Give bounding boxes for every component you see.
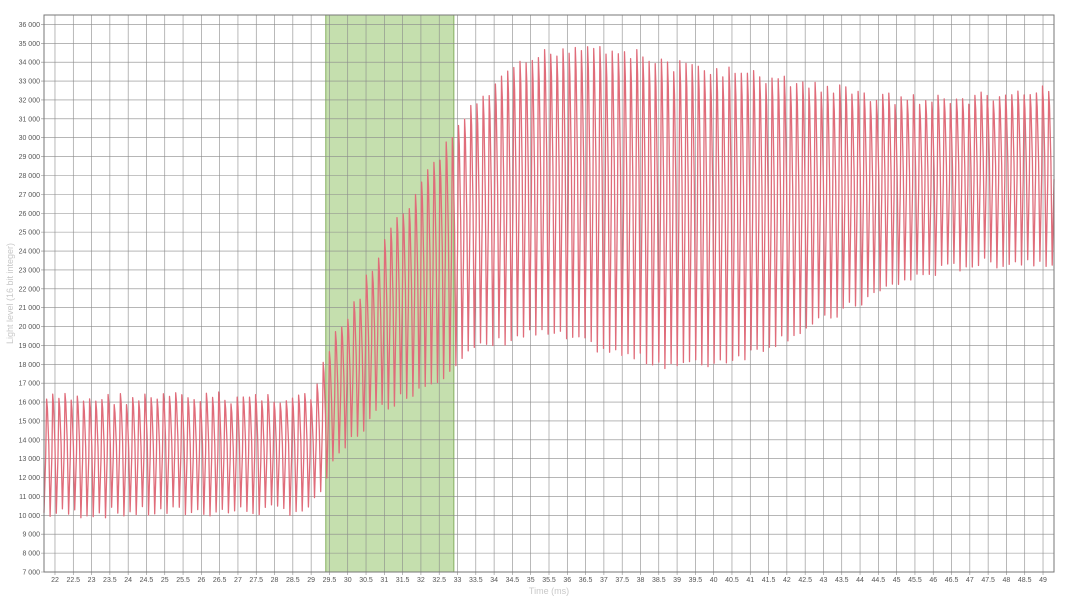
x-tick-label: 35 xyxy=(527,577,535,584)
x-tick-label: 39 xyxy=(673,577,681,584)
x-tick-label: 47 xyxy=(966,577,974,584)
y-tick-label: 28 000 xyxy=(19,173,41,180)
x-tick-label: 33 xyxy=(454,577,462,584)
x-tick-label: 49 xyxy=(1039,577,1047,584)
series-line xyxy=(43,45,1055,519)
x-tick-label: 22.5 xyxy=(66,577,80,584)
x-tick-label: 28 xyxy=(271,577,279,584)
x-tick-label: 36 xyxy=(563,577,571,584)
y-tick-label: 27 000 xyxy=(19,192,41,199)
y-tick-label: 15 000 xyxy=(19,418,41,425)
x-tick-label: 45.5 xyxy=(908,577,922,584)
x-tick-label: 47.5 xyxy=(981,577,995,584)
y-tick-label: 22 000 xyxy=(19,286,41,293)
y-tick-label: 25 000 xyxy=(19,230,41,237)
x-tick-label: 35.5 xyxy=(542,577,556,584)
x-tick-label: 30.5 xyxy=(359,577,373,584)
y-tick-label: 7 000 xyxy=(22,570,40,577)
y-tick-label: 16 000 xyxy=(19,400,41,407)
x-tick-label: 43 xyxy=(820,577,828,584)
x-tick-label: 30 xyxy=(344,577,352,584)
x-tick-label: 31 xyxy=(380,577,388,584)
x-tick-label: 29 xyxy=(307,577,315,584)
x-tick-label: 44 xyxy=(856,577,864,584)
x-tick-labels: 22 22.5 23 23.5 24 24.5 25 25.5 26 26.5 27 27.5 28 28… xyxy=(51,577,1047,584)
y-tick-label: 31 000 xyxy=(19,116,41,123)
y-tick-label: 33 000 xyxy=(19,79,41,86)
x-tick-label: 24.5 xyxy=(140,577,154,584)
y-tick-label: 30 000 xyxy=(19,135,41,142)
y-tick-label: 35 000 xyxy=(19,41,41,48)
y-tick-label: 29 000 xyxy=(19,154,41,161)
y-tick-label: 32 000 xyxy=(19,97,41,104)
x-tick-label: 46.5 xyxy=(945,577,959,584)
y-tick-label: 14 000 xyxy=(19,437,41,444)
y-tick-label: 18 000 xyxy=(19,362,41,369)
x-tick-label: 45 xyxy=(893,577,901,584)
y-tick-label: 23 000 xyxy=(19,267,41,274)
x-tick-label: 23.5 xyxy=(103,577,117,584)
x-tick-label: 33.5 xyxy=(469,577,483,584)
x-tick-label: 37 xyxy=(600,577,608,584)
x-tick-label: 42 xyxy=(783,577,791,584)
x-tick-label: 36.5 xyxy=(579,577,593,584)
y-tick-label: 13 000 xyxy=(19,456,41,463)
y-tick-label: 21 000 xyxy=(19,305,41,312)
x-tick-label: 27.5 xyxy=(249,577,263,584)
y-tick-label: 19 000 xyxy=(19,343,41,350)
x-tick-label: 25.5 xyxy=(176,577,190,584)
x-tick-label: 41.5 xyxy=(762,577,776,584)
y-tick-label: 20 000 xyxy=(19,324,41,331)
x-tick-label: 40 xyxy=(710,577,718,584)
x-tick-label: 37.5 xyxy=(615,577,629,584)
y-tick-label: 26 000 xyxy=(19,211,41,218)
x-tick-label: 32.5 xyxy=(432,577,446,584)
x-tick-label: 26 xyxy=(197,577,205,584)
x-tick-label: 46 xyxy=(929,577,937,584)
x-tick-label: 22 xyxy=(51,577,59,584)
x-tick-label: 44.5 xyxy=(872,577,886,584)
y-tick-label: 8 000 xyxy=(22,551,40,558)
y-tick-label: 10 000 xyxy=(19,513,41,520)
x-tick-label: 41 xyxy=(746,577,754,584)
x-tick-label: 32 xyxy=(417,577,425,584)
x-axis-title: Time (ms) xyxy=(529,586,569,596)
y-tick-label: 12 000 xyxy=(19,475,41,482)
x-tick-label: 27 xyxy=(234,577,242,584)
x-tick-label: 43.5 xyxy=(835,577,849,584)
x-tick-label: 39.5 xyxy=(689,577,703,584)
x-tick-label: 34.5 xyxy=(506,577,520,584)
y-tick-label: 34 000 xyxy=(19,60,41,67)
x-tick-label: 34 xyxy=(490,577,498,584)
x-tick-label: 38 xyxy=(637,577,645,584)
x-tick-label: 48.5 xyxy=(1018,577,1032,584)
y-tick-label: 9 000 xyxy=(22,532,40,539)
y-axis-title: Light level (16 bit integer) xyxy=(5,243,15,344)
x-tick-label: 25 xyxy=(161,577,169,584)
x-tick-label: 24 xyxy=(124,577,132,584)
y-tick-label: 17 000 xyxy=(19,381,41,388)
y-tick-labels: 7 000 8 000 9 000 10 000 11 000 12 000 13 000 1… xyxy=(19,22,41,577)
x-tick-label: 42.5 xyxy=(798,577,812,584)
x-tick-label: 48 xyxy=(1003,577,1011,584)
x-tick-label: 38.5 xyxy=(652,577,666,584)
x-tick-label: 26.5 xyxy=(213,577,227,584)
x-tick-label: 40.5 xyxy=(725,577,739,584)
x-tick-label: 28.5 xyxy=(286,577,300,584)
y-tick-label: 36 000 xyxy=(19,22,41,29)
y-tick-label: 24 000 xyxy=(19,249,41,256)
plot-frame xyxy=(43,14,1055,573)
x-tick-label: 29.5 xyxy=(323,577,337,584)
x-tick-label: 31.5 xyxy=(396,577,410,584)
x-tick-label: 23 xyxy=(88,577,96,584)
y-tick-label: 11 000 xyxy=(19,494,40,501)
